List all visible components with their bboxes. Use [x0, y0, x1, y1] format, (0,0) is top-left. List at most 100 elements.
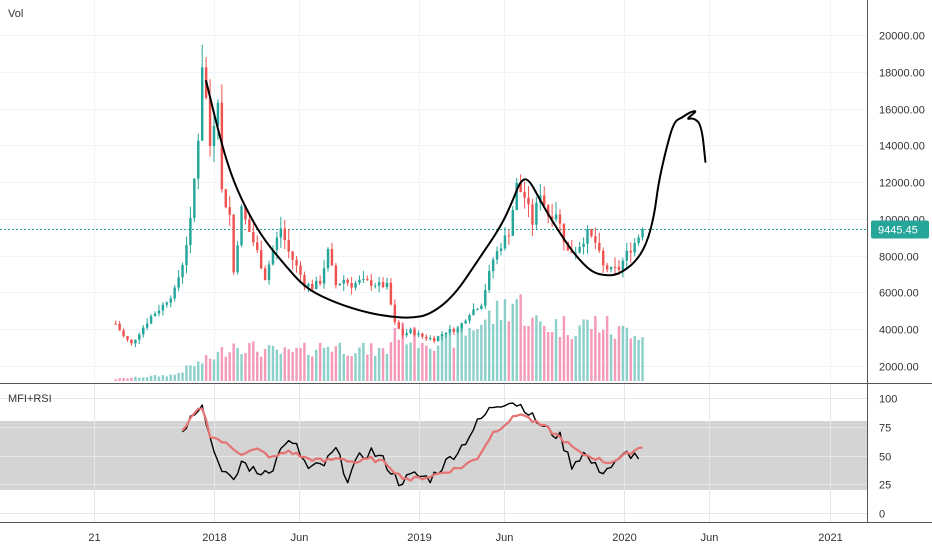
- volume-bar: [275, 349, 279, 381]
- candle-body: [169, 298, 172, 303]
- volume-bar: [590, 329, 593, 381]
- time-tick-label: Jun: [496, 532, 514, 544]
- candle-body: [244, 206, 247, 220]
- candle-body: [503, 235, 507, 249]
- volume-bar: [440, 335, 444, 381]
- time-axis[interactable]: 21 2018 Jun 2019 Jun 2020 Jun 2021: [88, 532, 842, 544]
- mfi-rsi-pane[interactable]: MFI+RSI: [0, 384, 867, 522]
- candle-body: [145, 323, 149, 328]
- price-tick-label: 6000.00: [879, 288, 919, 300]
- volume-bar: [303, 342, 306, 381]
- volume-bar: [598, 332, 601, 381]
- candle-body: [252, 231, 255, 243]
- candle-body: [550, 216, 554, 220]
- volume-bar: [480, 324, 483, 381]
- last-price-tag: 9445.45: [871, 220, 929, 239]
- candle-body: [613, 266, 617, 268]
- volume-bar: [256, 351, 259, 381]
- volume-bar: [118, 378, 121, 381]
- volume-bar: [295, 347, 298, 381]
- volume-bar: [476, 329, 479, 381]
- volume-bar: [621, 325, 625, 381]
- candle-body: [118, 323, 121, 331]
- candle-body: [381, 282, 385, 288]
- candle-body: [122, 330, 125, 337]
- volume-bar: [189, 365, 192, 381]
- candle-body: [432, 338, 436, 342]
- candle-body: [440, 334, 444, 337]
- time-tick-label: 2020: [612, 532, 636, 544]
- volume-bar: [267, 344, 271, 381]
- volume-bar: [389, 342, 393, 381]
- candle-body: [617, 266, 621, 270]
- candle-body: [554, 214, 558, 220]
- volume-bar: [444, 333, 448, 381]
- volume-bar: [149, 375, 153, 381]
- candle-body: [377, 282, 381, 286]
- volume-bar: [208, 358, 212, 381]
- volume-bar: [244, 353, 247, 381]
- volume-bar: [161, 375, 165, 381]
- candle-body: [315, 280, 318, 290]
- volume-bar: [354, 353, 357, 381]
- volume-bar: [594, 315, 597, 381]
- candle-body: [605, 265, 609, 270]
- price-pane[interactable]: Vol: [0, 0, 867, 383]
- candle-body: [216, 102, 220, 126]
- volume-bar: [263, 349, 267, 381]
- volume-bar: [307, 354, 310, 381]
- volume-bar: [436, 345, 440, 381]
- volume-bar: [460, 328, 463, 381]
- candle-body: [153, 313, 157, 317]
- candle-body: [173, 287, 176, 299]
- volume-bar: [633, 335, 636, 381]
- candle-body: [346, 279, 349, 284]
- volume-bar: [546, 332, 550, 381]
- volume-bar: [299, 347, 302, 381]
- candle-body: [436, 336, 440, 342]
- volume-bar: [381, 348, 385, 381]
- volume-bar: [495, 300, 499, 381]
- volume-bar: [126, 378, 129, 381]
- volume-bar: [287, 349, 290, 381]
- candle-body: [322, 268, 326, 284]
- volume-bar: [503, 299, 507, 381]
- time-tick-label: 2021: [818, 532, 842, 544]
- price-tick-label: 2000.00: [879, 362, 919, 374]
- candle-body: [456, 328, 459, 332]
- volume-bar: [322, 347, 326, 381]
- volume-bar: [252, 341, 255, 381]
- volume-bar: [429, 348, 432, 381]
- candle-body: [248, 219, 251, 232]
- volume-bar: [232, 343, 235, 381]
- volume-bar: [637, 339, 640, 381]
- volume-bar: [193, 366, 196, 381]
- indicator-axis[interactable]: 0 25 50 75 100: [879, 394, 897, 521]
- volume-bar: [432, 351, 436, 381]
- volume-bar: [197, 361, 200, 381]
- candle-body: [484, 290, 487, 306]
- time-tick-label: Jun: [291, 532, 309, 544]
- volume-bar: [605, 316, 609, 381]
- volume-pane-label: Vol: [8, 8, 23, 20]
- price-tick-label: 12000.00: [879, 178, 925, 190]
- volume-bar: [641, 337, 644, 381]
- candle-body: [609, 266, 613, 270]
- candle-body: [495, 250, 499, 260]
- volume-bar: [574, 336, 577, 381]
- candle-body: [330, 249, 334, 266]
- volume-bar: [338, 342, 342, 381]
- candle-body: [134, 339, 137, 344]
- volume-bar: [216, 352, 220, 381]
- time-tick-label: Jun: [701, 532, 719, 544]
- price-tick-label: 16000.00: [879, 105, 925, 117]
- candle-body: [464, 320, 467, 324]
- volume-bar: [181, 372, 184, 381]
- candle-body: [523, 192, 526, 198]
- candle-body: [421, 333, 424, 337]
- indicator-tick-label: 25: [879, 480, 891, 492]
- volume-bar: [578, 325, 581, 381]
- candle-body: [267, 264, 271, 281]
- indicator-tick-label: 100: [879, 394, 897, 406]
- volume-bar: [173, 374, 176, 381]
